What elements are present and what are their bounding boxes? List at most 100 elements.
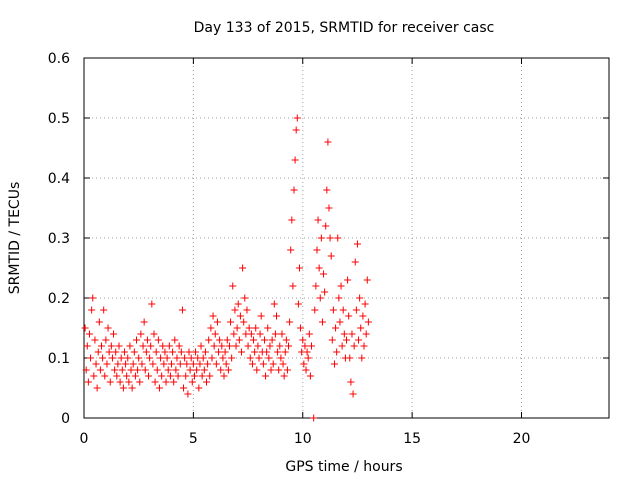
data-point [327,252,335,260]
data-point [305,330,313,338]
data-point [157,354,165,362]
data-point [213,318,221,326]
x-axis-label: GPS time / hours [285,459,402,475]
data-point [182,372,190,380]
data-point [146,354,154,362]
data-point [260,336,268,344]
data-point [181,354,189,362]
data-point [225,342,233,350]
data-point [152,348,160,356]
data-point [220,372,228,380]
data-point [205,336,213,344]
data-point [347,378,355,386]
y-tick-label: 0.2 [48,291,70,307]
data-point [188,378,196,386]
data-point [138,360,146,368]
data-point [313,246,321,254]
data-point [340,330,348,338]
y-tick-label: 0 [61,411,70,427]
data-point [253,366,261,374]
data-point [124,354,132,362]
data-point [120,348,128,356]
data-point [351,258,359,266]
data-point [277,354,285,362]
data-point [238,348,245,356]
data-point [329,306,337,314]
data-point [164,366,172,374]
data-point [299,336,307,344]
data-point [128,384,136,392]
data-point [306,372,314,380]
data-point [147,342,155,350]
y-axis-label: SRMTID / TECUs [7,182,23,295]
data-point [216,336,224,344]
data-point [265,354,273,362]
data-point [134,366,142,374]
data-point [129,360,137,368]
y-tick-label: 0.5 [48,111,70,127]
data-point [355,336,363,344]
data-point [200,366,208,374]
data-point [346,354,354,362]
data-point [116,378,124,386]
data-point [262,372,270,380]
data-point [297,324,305,332]
data-point [316,294,324,302]
data-point [338,342,346,350]
x-tick-label: 0 [80,431,89,447]
data-point [143,336,151,344]
data-point [287,246,295,254]
data-point [130,348,138,356]
data-point [119,384,127,392]
x-tick-label: 15 [403,431,421,447]
data-point [361,300,369,308]
data-point [218,342,226,350]
y-tick-label: 0.3 [48,231,70,247]
data-point [332,324,340,332]
data-point [81,324,89,332]
data-point [206,372,214,380]
data-point [318,318,326,326]
data-point [259,360,267,368]
data-point [101,372,109,380]
data-point [153,366,161,374]
data-point [155,384,163,392]
data-point [364,318,372,326]
data-point [279,360,287,368]
data-point [286,318,294,326]
data-point [358,354,366,362]
data-point [92,360,100,368]
data-point [160,360,168,368]
data-point [162,378,170,386]
data-point [339,306,347,314]
data-point [158,372,166,380]
data-point [269,360,277,368]
data-point [228,354,236,362]
data-point [112,348,120,356]
data-point [126,342,134,350]
data-point [82,366,90,374]
data-point [322,222,330,230]
data-point [150,330,158,338]
chart-title: Day 133 of 2015, SRMTID for receiver cas… [194,20,495,36]
data-point [176,360,184,368]
data-point [170,378,178,386]
x-tick-label: 20 [513,431,531,447]
data-point [85,330,93,338]
data-point [111,366,119,374]
data-point [177,348,185,356]
data-point [230,330,238,338]
data-point [310,414,318,422]
data-point [290,186,298,194]
data-point [271,330,279,338]
data-point [234,300,242,308]
data-point [133,336,140,344]
data-point [235,336,243,344]
data-point [94,348,102,356]
data-point [359,312,367,320]
data-point [303,348,311,356]
data-point [240,318,248,326]
data-point [173,354,181,362]
data-point [247,330,255,338]
data-point [263,348,271,356]
